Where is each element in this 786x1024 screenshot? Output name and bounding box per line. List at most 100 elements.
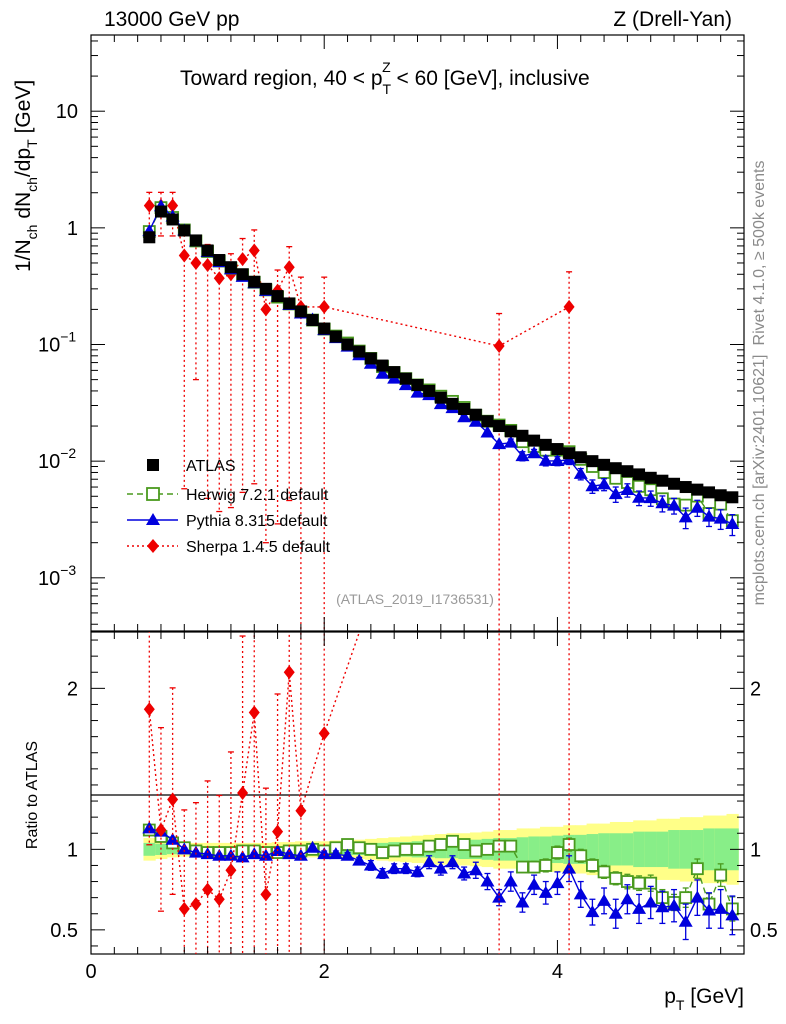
pythia-point — [620, 483, 635, 496]
atlas-point — [213, 254, 226, 267]
y-label-part-4: /dp — [12, 148, 35, 177]
sherpa-point — [213, 271, 225, 286]
pythia-ratio-point — [620, 892, 635, 905]
atlas-point — [656, 474, 669, 487]
legend-label-herwig: Herwig 7.2.1 default — [186, 487, 329, 504]
sherpa-ratio-error-bar — [181, 809, 188, 954]
atlas-point — [201, 244, 214, 257]
atlas-point — [283, 297, 296, 310]
legend-label-pythia: Pythia 8.315 default — [186, 513, 328, 530]
pythia-point — [492, 437, 507, 450]
sherpa-point — [190, 255, 202, 270]
atlas-point — [528, 434, 541, 447]
sherpa-ratio-error-bar — [192, 802, 199, 954]
herwig-ratio-point — [690, 862, 704, 876]
y-tick-label-main: 10 — [56, 101, 78, 123]
atlas-point — [493, 420, 506, 433]
pythia-point — [538, 453, 553, 466]
sherpa-point — [248, 243, 260, 258]
sherpa-ratio-error-bar — [227, 751, 234, 954]
y-tick-label-ratio-left: 1 — [67, 839, 78, 861]
pythia-point — [550, 453, 565, 466]
pythia-ratio-point — [375, 866, 390, 879]
pythia-ratio-point — [550, 876, 565, 889]
pythia-ratio-point — [503, 874, 518, 887]
sherpa-point — [283, 260, 295, 275]
sherpa-ratio-error-bar — [288, 632, 290, 954]
ratio-band-inner — [703, 828, 716, 871]
y-tick-label-main: 10−1 — [38, 329, 76, 357]
herwig-ratio-point — [434, 838, 448, 851]
pythia-ratio-point — [702, 903, 717, 916]
pythia-point — [643, 491, 658, 504]
pythia-point — [713, 511, 728, 524]
y-label-part-5: T — [24, 139, 40, 148]
atlas-point — [329, 330, 342, 343]
y-label-part-1: ch — [24, 225, 40, 240]
atlas-point — [294, 305, 307, 318]
pythia-point — [702, 509, 717, 522]
herwig-ratio-point — [364, 842, 378, 856]
sherpa-error-bar — [566, 271, 573, 631]
atlas-point — [224, 261, 237, 274]
sherpa-ratio-error-bar — [157, 726, 164, 912]
pythia-ratio-point — [352, 853, 367, 866]
atlas-point — [644, 471, 657, 484]
sherpa-ratio-point — [283, 665, 295, 680]
pythia-ratio-point — [538, 885, 553, 898]
pythia-point — [468, 414, 483, 427]
atlas-point — [446, 397, 459, 410]
sherpa-ratio-point — [248, 705, 260, 720]
atlas-point — [539, 438, 552, 451]
atlas-point — [306, 314, 319, 327]
pythia-ratio-point — [690, 890, 705, 903]
pythia-ratio-point — [643, 895, 658, 908]
herwig-ratio-point — [679, 891, 693, 905]
atlas-point — [469, 408, 482, 421]
herwig-ratio-point — [539, 859, 553, 872]
herwig-ratio-point — [516, 860, 529, 874]
sherpa-ratio-point — [318, 726, 330, 741]
sherpa-point — [167, 198, 179, 213]
sherpa-ratio-error-bar — [498, 632, 500, 954]
herwig-ratio-point — [399, 842, 413, 856]
pythia-ratio-point — [468, 863, 483, 876]
atlas-point — [563, 447, 576, 460]
pythia-ratio-point — [527, 877, 542, 890]
sherpa-ratio-point — [260, 887, 272, 902]
legend-marker-pythia — [146, 513, 160, 525]
ratio-band-inner — [528, 836, 541, 863]
y-tick-label-exponent: −1 — [60, 329, 76, 345]
pythia-ratio-point — [445, 855, 460, 868]
sherpa-ratio-point — [213, 892, 225, 907]
y-tick-label-ratio-right: 2 — [750, 678, 761, 700]
sherpa-point — [202, 258, 214, 273]
atlas-point — [633, 468, 646, 481]
pythia-ratio-point — [305, 840, 320, 853]
pythia-point — [585, 479, 600, 492]
sherpa-error-bar — [286, 246, 293, 502]
pythia-point — [725, 517, 740, 530]
sherpa-ratio-error-bar — [146, 632, 153, 846]
atlas-point — [691, 483, 704, 496]
legend-marker-atlas — [147, 459, 159, 471]
x-label-part-1: T — [676, 997, 685, 1013]
herwig-point — [632, 479, 646, 493]
atlas-point — [259, 282, 272, 295]
legend-label-atlas: ATLAS — [186, 458, 236, 475]
pythia-point — [655, 496, 670, 509]
pythia-ratio-point — [398, 861, 413, 874]
sherpa-point — [237, 252, 249, 267]
pythia-ratio-point — [608, 906, 623, 919]
analysis-id: (ATLAS_2019_I1736531) — [336, 591, 494, 607]
pythia-point — [678, 510, 693, 523]
x-tick-label: 2 — [319, 961, 330, 983]
pythia-ratio-point — [480, 874, 495, 887]
atlas-point — [609, 462, 622, 475]
atlas-point — [481, 415, 494, 428]
herwig-ratio-point — [609, 871, 623, 885]
pythia-ratio-point — [177, 842, 192, 855]
herwig-point — [609, 471, 623, 485]
atlas-point — [341, 338, 354, 351]
y-label-part-0: 1/N — [12, 239, 35, 272]
